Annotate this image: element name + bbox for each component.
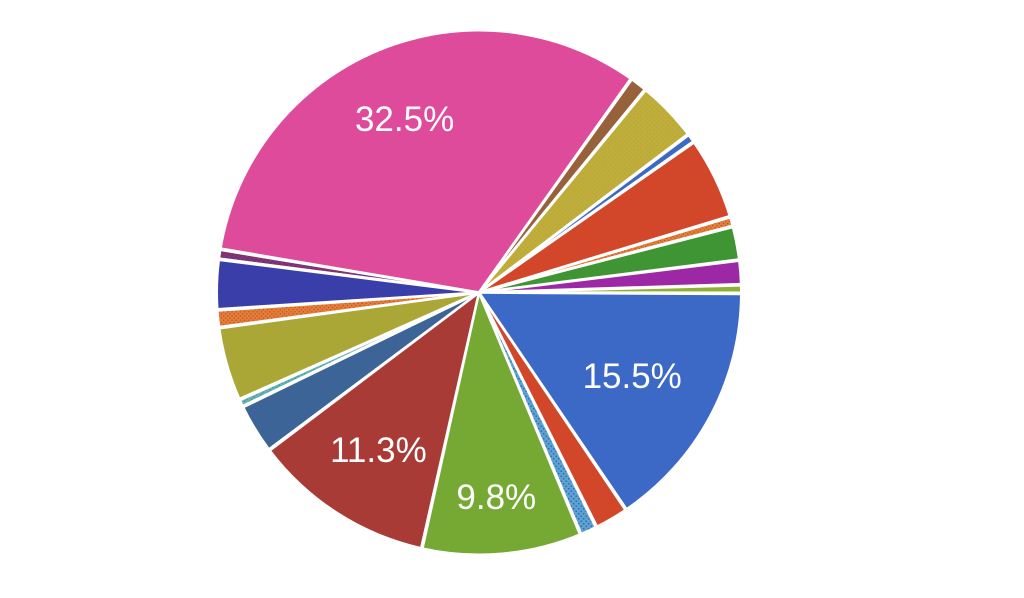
svg-text:11.3%: 11.3% — [330, 431, 427, 470]
svg-text:15.5%: 15.5% — [583, 357, 682, 396]
svg-text:9.8%: 9.8% — [456, 478, 536, 517]
svg-text:32.5%: 32.5% — [355, 100, 454, 139]
